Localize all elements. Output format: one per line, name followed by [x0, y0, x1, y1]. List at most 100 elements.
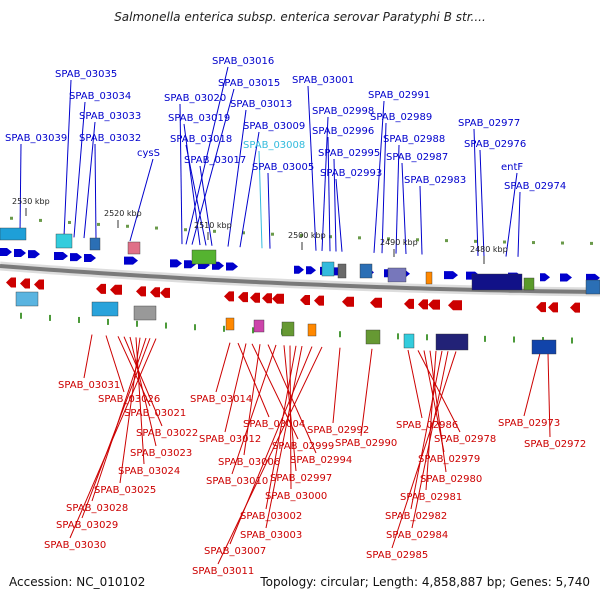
label-leader-line [185, 144, 207, 246]
label-leader-line [129, 336, 157, 447]
reverse-gene-arrow [300, 295, 310, 305]
label-leader-line [265, 345, 303, 529]
gene-label-bottom: SPAB_03030 [44, 540, 106, 551]
label-leader-line [183, 123, 201, 246]
label-leader-line [227, 109, 247, 247]
ruler-tick [484, 335, 486, 342]
ruler-tick [107, 318, 109, 325]
feature-box [337, 263, 347, 279]
feature-box [225, 317, 235, 331]
reverse-gene-arrow [570, 302, 580, 313]
gene-label-bottom: SPAB_02985 [366, 550, 428, 561]
reverse-gene-arrow [404, 298, 414, 309]
forward-gene-arrow [84, 254, 96, 263]
label-leader-line [327, 136, 331, 252]
feature-box [0, 227, 27, 241]
gene-label-bottom: SPAB_03011 [192, 566, 254, 577]
gene-label-top: SPAB_02983 [404, 175, 466, 186]
gene-label-top: SPAB_02976 [464, 139, 526, 150]
label-leader-line [547, 353, 551, 438]
ruler-dot [68, 220, 71, 224]
gene-label-bottom: SPAB_03024 [118, 466, 180, 477]
gene-label-bottom: SPAB_03031 [58, 380, 120, 391]
label-leader-line [105, 335, 125, 393]
gene-label-bottom: SPAB_03012 [199, 434, 261, 445]
gene-label-bottom: SPAB_02990 [335, 438, 397, 449]
kbp-marker-label: 2520 kbp [104, 209, 142, 218]
label-leader-line [69, 338, 157, 539]
features-layer [0, 227, 600, 355]
feature-box [55, 233, 73, 249]
forward-gene-arrow [0, 248, 12, 256]
label-leader-line [321, 116, 329, 251]
ruler-dot [590, 241, 593, 245]
forward-gene-arrow [444, 271, 458, 280]
label-leader-line [117, 336, 151, 407]
gene-label-bottom: SPAB_02999 [272, 441, 334, 452]
reverse-gene-arrow [96, 283, 106, 294]
label-leader-line [123, 336, 163, 427]
reverse-gene-arrow [448, 300, 462, 311]
ruler-tick [513, 336, 515, 343]
gene-label-top: SPAB_03013 [230, 99, 292, 110]
gene-label-top: SPAB_02977 [458, 118, 520, 129]
ruler-dot [97, 222, 100, 226]
gene-label-bottom: SPAB_03025 [94, 485, 156, 496]
gene-label-bottom: SPAB_03029 [56, 520, 118, 531]
reverse-gene-arrow [250, 292, 260, 303]
label-leader-line [239, 131, 260, 248]
label-leader-line [425, 350, 437, 491]
ruler-dot [213, 229, 216, 233]
gene-label-top: SPAB_02974 [504, 181, 566, 192]
label-leader-line [391, 351, 457, 549]
kbp-marker-layer: 2530 kbp 2520 kbp 2510 kbp 2500 kbp 2490 kbp… [12, 197, 508, 264]
ruler-tick [397, 333, 399, 340]
ruler-dot [10, 216, 13, 220]
gene-label-bottom: SPAB_03004 [243, 419, 305, 430]
reverse-gene-arrow [224, 291, 234, 302]
ruler-dot [242, 231, 245, 235]
label-leader-line [407, 349, 423, 419]
gene-label-bottom: SPAB_02972 [524, 439, 586, 450]
gene-label-top: SPAB_02998 [312, 106, 374, 117]
backbone-line [0, 264, 600, 294]
label-leader-line [267, 172, 271, 249]
gene-label-bottom: SPAB_03003 [240, 530, 302, 541]
label-leader-line [333, 158, 337, 252]
label-leader-line [191, 88, 235, 245]
topology-text: Topology: circular; Length: 4,858,887 bp… [260, 575, 590, 589]
reverse-gene-arrow [238, 292, 248, 303]
feature-box [523, 277, 535, 291]
gene-label-bottom: SPAB_02994 [290, 455, 352, 466]
gene-label-bottom: SPAB_02986 [396, 420, 458, 431]
label-leader-line [224, 343, 247, 433]
reverse-gene-arrow [20, 278, 30, 289]
feature-box [435, 333, 469, 351]
ruler-dot [300, 234, 303, 237]
label-leader-line [119, 337, 141, 484]
reverse-gene-arrow [314, 295, 324, 306]
ruler-dot [532, 241, 535, 245]
gene-label-bottom: SPAB_03022 [136, 428, 198, 439]
gene-label-bottom: SPAB_03007 [204, 546, 266, 557]
label-leader-line [417, 350, 461, 433]
feature-box [15, 291, 39, 307]
reverse-gene-arrow [6, 277, 16, 288]
feature-box [253, 319, 265, 333]
gene-label-bottom: SPAB_02978 [434, 434, 496, 445]
kbp-marker-label: 2480 kbp [470, 245, 508, 254]
gene-label-top: SPAB_03035 [55, 69, 117, 80]
feature-box [531, 339, 557, 355]
gene-label-top: SPAB_03009 [243, 121, 305, 132]
reverse-gene-arrow [34, 279, 44, 290]
ruler-dot [387, 237, 390, 241]
label-leader-line [410, 350, 443, 510]
feature-box [425, 271, 433, 285]
ruler-tick [194, 324, 196, 331]
ruler-tick [252, 327, 254, 334]
ruler-tick [78, 316, 80, 323]
label-leader-line [185, 66, 229, 245]
feature-box [133, 305, 157, 321]
forward-gene-arrow [170, 259, 182, 268]
